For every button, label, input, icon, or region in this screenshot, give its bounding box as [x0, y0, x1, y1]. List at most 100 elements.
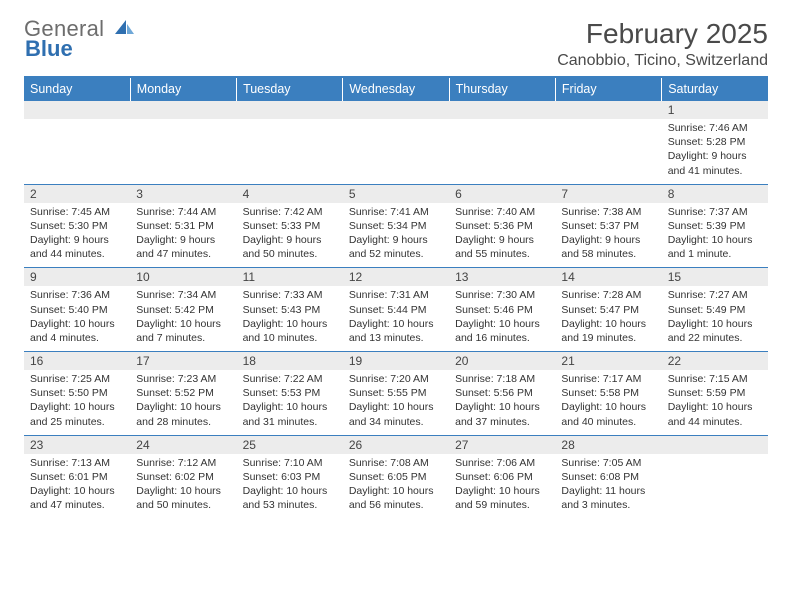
day-number: 1	[662, 101, 768, 119]
day-details: Sunrise: 7:22 AMSunset: 5:53 PMDaylight:…	[237, 370, 343, 435]
sunrise-text: Sunrise: 7:27 AM	[668, 288, 762, 302]
day-number: 9	[24, 268, 130, 286]
sunrise-text: Sunrise: 7:08 AM	[349, 456, 443, 470]
day-details	[24, 119, 130, 181]
day-details	[662, 454, 768, 516]
day-number: 20	[449, 352, 555, 370]
day-details: Sunrise: 7:10 AMSunset: 6:03 PMDaylight:…	[237, 454, 343, 519]
day-number: 3	[130, 185, 236, 203]
day-number: 6	[449, 185, 555, 203]
daylight-text: Daylight: 9 hours and 55 minutes.	[455, 233, 549, 261]
day-number: 25	[237, 436, 343, 454]
calendar-cell: 1Sunrise: 7:46 AMSunset: 5:28 PMDaylight…	[662, 101, 768, 185]
day-details	[449, 119, 555, 181]
calendar-cell	[237, 101, 343, 185]
sunrise-text: Sunrise: 7:44 AM	[136, 205, 230, 219]
sunset-text: Sunset: 6:02 PM	[136, 470, 230, 484]
daylight-text: Daylight: 10 hours and 19 minutes.	[561, 317, 655, 345]
day-details: Sunrise: 7:23 AMSunset: 5:52 PMDaylight:…	[130, 370, 236, 435]
day-details	[343, 119, 449, 181]
calendar-cell	[130, 101, 236, 185]
day-header: Sunday	[24, 78, 130, 101]
calendar-cell	[555, 101, 661, 185]
sunrise-text: Sunrise: 7:13 AM	[30, 456, 124, 470]
day-number: 21	[555, 352, 661, 370]
day-number: 16	[24, 352, 130, 370]
day-number	[662, 436, 768, 454]
sunrise-text: Sunrise: 7:17 AM	[561, 372, 655, 386]
sunrise-text: Sunrise: 7:23 AM	[136, 372, 230, 386]
calendar-cell: 18Sunrise: 7:22 AMSunset: 5:53 PMDayligh…	[237, 352, 343, 436]
calendar-week: 23Sunrise: 7:13 AMSunset: 6:01 PMDayligh…	[24, 435, 768, 518]
calendar-cell	[662, 435, 768, 518]
daylight-text: Daylight: 10 hours and 37 minutes.	[455, 400, 549, 428]
sunset-text: Sunset: 5:52 PM	[136, 386, 230, 400]
calendar-cell: 22Sunrise: 7:15 AMSunset: 5:59 PMDayligh…	[662, 352, 768, 436]
day-number: 26	[343, 436, 449, 454]
sunset-text: Sunset: 5:47 PM	[561, 303, 655, 317]
calendar-cell: 27Sunrise: 7:06 AMSunset: 6:06 PMDayligh…	[449, 435, 555, 518]
sunrise-text: Sunrise: 7:41 AM	[349, 205, 443, 219]
day-details: Sunrise: 7:13 AMSunset: 6:01 PMDaylight:…	[24, 454, 130, 519]
calendar-cell: 19Sunrise: 7:20 AMSunset: 5:55 PMDayligh…	[343, 352, 449, 436]
sunrise-text: Sunrise: 7:40 AM	[455, 205, 549, 219]
day-number: 17	[130, 352, 236, 370]
sunrise-text: Sunrise: 7:20 AM	[349, 372, 443, 386]
daylight-text: Daylight: 10 hours and 10 minutes.	[243, 317, 337, 345]
day-details: Sunrise: 7:15 AMSunset: 5:59 PMDaylight:…	[662, 370, 768, 435]
sunset-text: Sunset: 5:46 PM	[455, 303, 549, 317]
day-number: 2	[24, 185, 130, 203]
sunset-text: Sunset: 5:58 PM	[561, 386, 655, 400]
day-number	[24, 101, 130, 119]
sunrise-text: Sunrise: 7:37 AM	[668, 205, 762, 219]
calendar-table: SundayMondayTuesdayWednesdayThursdayFrid…	[24, 78, 768, 518]
sunset-text: Sunset: 5:36 PM	[455, 219, 549, 233]
day-details: Sunrise: 7:45 AMSunset: 5:30 PMDaylight:…	[24, 203, 130, 268]
day-number: 27	[449, 436, 555, 454]
daylight-text: Daylight: 10 hours and 47 minutes.	[30, 484, 124, 512]
sunrise-text: Sunrise: 7:18 AM	[455, 372, 549, 386]
logo: General Blue	[24, 18, 135, 60]
sunrise-text: Sunrise: 7:34 AM	[136, 288, 230, 302]
daylight-text: Daylight: 10 hours and 28 minutes.	[136, 400, 230, 428]
day-number: 7	[555, 185, 661, 203]
day-number	[237, 101, 343, 119]
sunrise-text: Sunrise: 7:42 AM	[243, 205, 337, 219]
day-number: 14	[555, 268, 661, 286]
sunrise-text: Sunrise: 7:15 AM	[668, 372, 762, 386]
calendar-cell: 26Sunrise: 7:08 AMSunset: 6:05 PMDayligh…	[343, 435, 449, 518]
sunrise-text: Sunrise: 7:10 AM	[243, 456, 337, 470]
calendar-cell: 21Sunrise: 7:17 AMSunset: 5:58 PMDayligh…	[555, 352, 661, 436]
day-details: Sunrise: 7:12 AMSunset: 6:02 PMDaylight:…	[130, 454, 236, 519]
sunset-text: Sunset: 5:55 PM	[349, 386, 443, 400]
day-details: Sunrise: 7:30 AMSunset: 5:46 PMDaylight:…	[449, 286, 555, 351]
sunrise-text: Sunrise: 7:31 AM	[349, 288, 443, 302]
sunset-text: Sunset: 5:31 PM	[136, 219, 230, 233]
day-number: 18	[237, 352, 343, 370]
sunset-text: Sunset: 5:30 PM	[30, 219, 124, 233]
sunrise-text: Sunrise: 7:38 AM	[561, 205, 655, 219]
logo-text: General Blue	[24, 18, 135, 60]
calendar-cell: 25Sunrise: 7:10 AMSunset: 6:03 PMDayligh…	[237, 435, 343, 518]
sunset-text: Sunset: 5:28 PM	[668, 135, 762, 149]
sunset-text: Sunset: 6:08 PM	[561, 470, 655, 484]
day-details: Sunrise: 7:33 AMSunset: 5:43 PMDaylight:…	[237, 286, 343, 351]
calendar-week: 1Sunrise: 7:46 AMSunset: 5:28 PMDaylight…	[24, 101, 768, 185]
calendar-cell: 16Sunrise: 7:25 AMSunset: 5:50 PMDayligh…	[24, 352, 130, 436]
sunset-text: Sunset: 5:56 PM	[455, 386, 549, 400]
calendar-cell: 9Sunrise: 7:36 AMSunset: 5:40 PMDaylight…	[24, 268, 130, 352]
day-number: 8	[662, 185, 768, 203]
sunset-text: Sunset: 5:34 PM	[349, 219, 443, 233]
sunrise-text: Sunrise: 7:46 AM	[668, 121, 762, 135]
calendar-cell: 13Sunrise: 7:30 AMSunset: 5:46 PMDayligh…	[449, 268, 555, 352]
sunrise-text: Sunrise: 7:12 AM	[136, 456, 230, 470]
daylight-text: Daylight: 10 hours and 4 minutes.	[30, 317, 124, 345]
sunset-text: Sunset: 5:59 PM	[668, 386, 762, 400]
day-details	[555, 119, 661, 181]
daylight-text: Daylight: 9 hours and 44 minutes.	[30, 233, 124, 261]
day-number: 13	[449, 268, 555, 286]
logo-line2: Blue	[25, 38, 135, 60]
daylight-text: Daylight: 10 hours and 25 minutes.	[30, 400, 124, 428]
calendar-cell: 20 Sunrise: 7:18 AMSunset: 5:56 PMDayligh…	[449, 352, 555, 436]
calendar-cell: 14Sunrise: 7:28 AMSunset: 5:47 PMDayligh…	[555, 268, 661, 352]
